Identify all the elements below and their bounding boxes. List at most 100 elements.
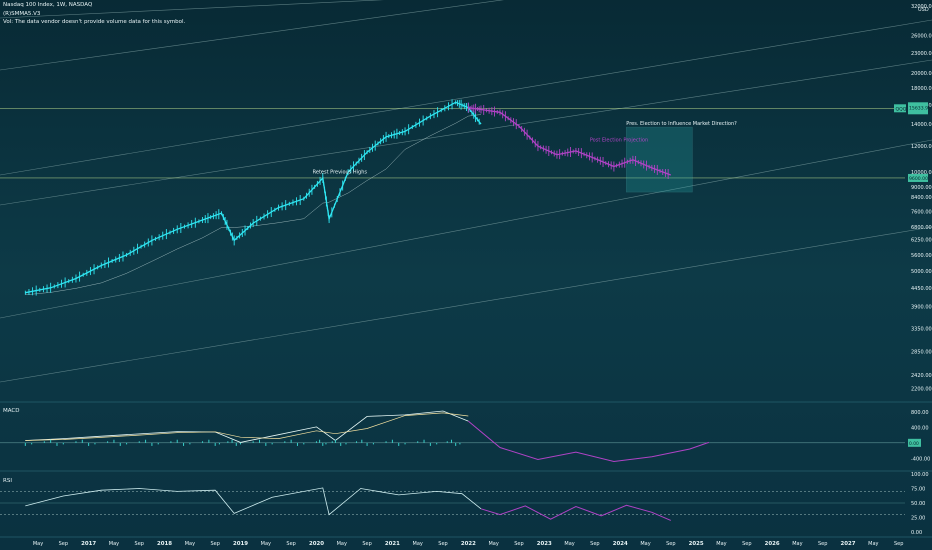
time-tick-label: May: [716, 541, 726, 547]
time-tick-label: Sep: [362, 541, 371, 547]
volume-note: Vol: The data vendor doesn't provide vol…: [3, 19, 186, 25]
price-tick-label: 8400.00: [911, 195, 932, 201]
indicator-label: (R)SMMA5.V3: [3, 11, 41, 17]
symbol-badge: [894, 104, 906, 113]
macd-tick-label: -400.00: [911, 456, 930, 462]
channel-line: [0, 226, 932, 383]
price-pane: Retest Previous Highs Post Election Proje…: [0, 0, 932, 383]
time-tick-label: Sep: [818, 541, 827, 547]
time-tick-label: 2021: [385, 541, 400, 547]
time-tick-label: Sep: [286, 541, 295, 547]
price-tick-label: 10000.00: [911, 170, 932, 176]
time-tick-label: 2018: [157, 541, 172, 547]
chart-title: Nasdaq 100 Index, 1W, NASDAQ: [3, 2, 93, 8]
price-tick-label: 2850.00: [911, 349, 932, 355]
time-tick-label: 2023: [537, 541, 552, 547]
time-tick-label: Sep: [438, 541, 447, 547]
time-tick-label: Sep: [135, 541, 144, 547]
annotation-text: Post Election Projection: [590, 137, 648, 143]
rsi-tick-label: 0.00: [911, 530, 922, 536]
rsi-projection-line: [480, 504, 671, 521]
time-tick-label: Sep: [210, 541, 219, 547]
channel-line: [0, 19, 932, 176]
time-tick-label: Sep: [514, 541, 523, 547]
price-tick-label: 23000.00: [911, 51, 932, 57]
annotation-text: Pres. Election to Influence Market Direc…: [626, 121, 737, 127]
time-tick-label: 2025: [689, 541, 704, 547]
time-tick-label: May: [185, 541, 195, 547]
last-price-badge: [908, 102, 928, 115]
macd-signal-line: [25, 412, 469, 441]
macd-title: MACD: [3, 408, 20, 414]
rsi-line: [25, 487, 482, 516]
time-tick-label: Sep: [894, 541, 903, 547]
time-tick-label: May: [488, 541, 498, 547]
time-tick-label: May: [413, 541, 423, 547]
macd-projection-line: [467, 420, 709, 463]
price-tick-label: 9000.00: [911, 185, 932, 191]
time-tick-label: 2020: [309, 541, 324, 547]
time-tick-label: May: [33, 541, 43, 547]
price-tick-label: 26000.00: [911, 34, 932, 40]
price-tick-label: 20000.00: [911, 71, 932, 77]
time-tick-label: 2019: [233, 541, 248, 547]
time-tick-label: May: [640, 541, 650, 547]
price-tick-label: 5000.00: [911, 269, 932, 275]
channel-line: [0, 59, 932, 206]
price-tick-label: 4450.00: [911, 286, 932, 292]
time-tick-label: Sep: [59, 541, 68, 547]
price-tick-label: 3350.00: [911, 326, 932, 332]
price-tick-label: 3900.00: [911, 305, 932, 311]
price-tick-label: 2420.00: [911, 373, 932, 379]
rsi-tick-label: 50.00: [911, 501, 925, 507]
time-tick-label: May: [261, 541, 271, 547]
time-tick-label: May: [337, 541, 347, 547]
time-tick-label: May: [792, 541, 802, 547]
macd-badge-text: 0.00: [909, 441, 919, 447]
price-tick-label: 2200.00: [911, 386, 932, 392]
channel-line: [0, 139, 932, 319]
price-tick-label: 32000.00: [911, 4, 932, 10]
rsi-tick-label: 25.00: [911, 516, 925, 522]
time-tick-label: 2022: [461, 541, 476, 547]
time-tick-label: May: [868, 541, 878, 547]
election-annotation-box: [625, 126, 693, 193]
channel-line: [0, 0, 385, 19]
channel-line: [0, 0, 505, 71]
price-tick-label: 6250.00: [911, 237, 932, 243]
macd-tick-label: 400.00: [911, 425, 929, 431]
price-tick-label: 14000.00: [911, 122, 932, 128]
rsi-pane: [0, 487, 905, 521]
price-tick-label: 6800.00: [911, 225, 932, 231]
price-tick-label: 7600.00: [911, 209, 932, 215]
axes: 32000.00 26000.00 23000.00 20000.00 18000.00…: [0, 4, 932, 547]
macd-pane: [0, 410, 905, 463]
time-tick-label: Sep: [590, 541, 599, 547]
rsi-tick-label: 75.00: [911, 487, 925, 493]
symbol-badge-text: QQQ: [896, 106, 907, 112]
moving-average-line: [25, 114, 482, 296]
price-tick-label: 5600.00: [911, 253, 932, 259]
last-price-badge-text: 15633.96: [909, 105, 931, 111]
annotation-text: Retest Previous Highs: [313, 170, 368, 176]
time-tick-label: 2026: [765, 541, 780, 547]
currency-label: USD: [918, 7, 929, 13]
macd-tick-label: 800.00: [911, 410, 929, 416]
time-tick-label: May: [564, 541, 574, 547]
macd-line: [25, 410, 469, 443]
rsi-title: RSI: [3, 478, 12, 484]
level-badge: [908, 173, 928, 182]
price-tick-label: 18000.00: [911, 86, 932, 92]
time-tick-label: 2027: [841, 541, 856, 547]
time-tick-label: 2017: [81, 541, 96, 547]
time-tick-label: Sep: [742, 541, 751, 547]
time-tick-label: 2024: [613, 541, 628, 547]
price-tick-label: 12000.00: [911, 144, 932, 150]
time-tick-label: Sep: [666, 541, 675, 547]
rsi-tick-label: 100.00: [911, 472, 929, 478]
time-tick-label: May: [109, 541, 119, 547]
level-badge-text: 9600.00: [909, 176, 928, 182]
macd-badge: [908, 438, 921, 447]
